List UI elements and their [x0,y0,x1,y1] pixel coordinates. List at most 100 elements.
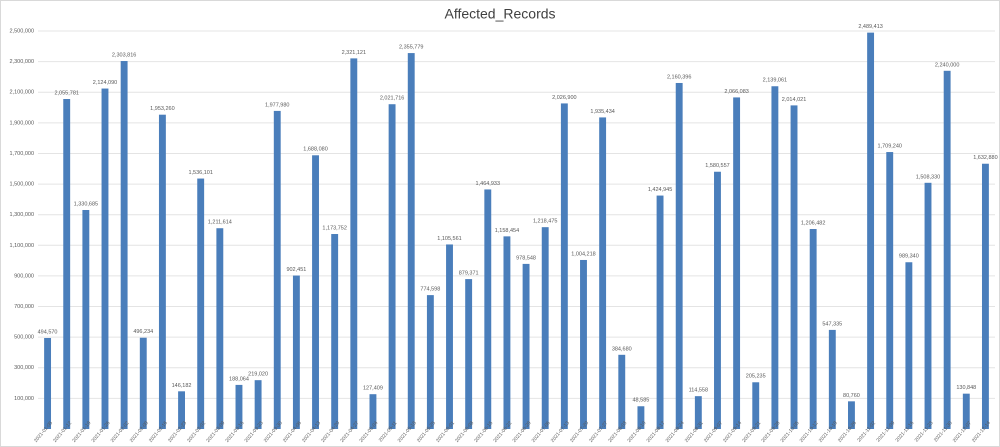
bar [44,337,52,429]
value-label: 2,066,083 [724,89,748,95]
y-tick-label: 1,900,000 [10,120,34,126]
bar [388,104,396,430]
bar [101,88,109,429]
bar [656,195,664,429]
value-label: 547,335 [822,321,842,327]
value-label: 2,139,061 [763,78,787,84]
bar [675,82,683,429]
bar [484,189,492,429]
bar [905,262,913,429]
bar [981,163,989,429]
bar [522,263,530,429]
y-tick-label: 2,500,000 [10,28,34,34]
value-label: 1,105,561 [437,236,461,242]
bar [848,401,855,429]
value-label: 2,026,900 [552,95,576,101]
value-label: 219,020 [248,372,268,378]
bar [82,209,90,429]
y-tick-label: 1,100,000 [10,243,34,249]
y-tick-label: 1,500,000 [10,182,34,188]
y-tick-label: 100,000 [14,396,34,402]
bar [178,391,185,429]
value-label: 114,558 [689,388,708,394]
y-tick-label: 2,100,000 [10,90,34,96]
bar [599,117,607,429]
value-label: 1,211,614 [208,220,232,226]
value-label: 2,355,779 [399,45,423,51]
y-tick-label: 2,300,000 [10,59,34,65]
bar [503,236,511,429]
bar [465,279,473,429]
value-label: 2,321,121 [342,50,366,56]
bar [446,244,453,429]
bar [867,32,875,429]
bar [216,228,224,429]
value-label: 384,680 [612,346,632,352]
value-label: 879,371 [459,271,479,277]
bar [139,337,147,429]
value-label: 1,935,434 [590,109,614,115]
value-label: 1,709,240 [877,144,901,150]
bar [694,396,702,429]
bar [254,380,262,429]
bar [407,53,415,430]
value-label: 496,234 [133,329,153,335]
chart-title: Affected_Records [444,6,555,22]
value-label: 1,508,330 [916,174,940,180]
value-label: 978,548 [516,255,536,261]
value-label: 146,182 [172,383,192,389]
bar [312,155,319,430]
bar [962,393,970,429]
bar [924,182,932,429]
value-label: 1,580,557 [705,163,729,169]
value-label: 130,848 [956,385,976,391]
bar [580,259,587,429]
value-label: 1,464,933 [476,181,500,187]
bar [790,105,798,429]
value-label: 48,585 [632,398,649,404]
bar [120,61,128,429]
value-label: 1,218,475 [533,219,557,225]
value-label: 2,240,000 [935,62,959,68]
bar [809,229,817,429]
value-label: 1,977,980 [265,102,289,108]
value-label: 2,124,090 [93,80,117,86]
value-label: 1,632,880 [973,155,997,161]
y-tick-label: 300,000 [14,365,34,371]
value-label: 2,303,816 [112,52,136,58]
value-label: 2,014,021 [782,97,806,103]
value-label: 1,424,945 [648,187,672,193]
value-label: 989,340 [899,254,919,260]
value-label: 2,055,781 [54,90,78,96]
value-label: 1,688,080 [303,147,327,153]
value-label: 1,536,101 [188,170,212,176]
bar [771,86,779,429]
value-label: 1,206,482 [801,220,825,226]
bar [560,103,568,430]
bar [197,178,205,429]
bar [733,97,741,430]
bar [292,275,300,429]
bar [235,384,243,429]
bar [158,114,166,430]
bar [426,295,434,429]
value-label: 127,409 [363,386,383,392]
y-tick-label: 500,000 [14,335,34,341]
value-label: 1,158,454 [495,228,519,234]
y-tick-label: 900,000 [14,273,34,279]
value-label: 2,489,413 [858,24,882,30]
y-tick-label: 700,000 [14,304,34,310]
value-label: 2,021,716 [380,96,404,102]
value-label: 205,235 [746,374,766,380]
bar [943,70,951,430]
value-label: 902,451 [286,267,306,273]
value-label: 188,064 [229,376,249,382]
bar [828,329,836,429]
y-tick-label: 1,700,000 [10,151,34,157]
bar [714,171,721,430]
bar [63,98,71,429]
value-label: 2,160,396 [667,74,691,80]
bar [273,110,281,430]
value-label: 1,953,260 [150,106,174,112]
